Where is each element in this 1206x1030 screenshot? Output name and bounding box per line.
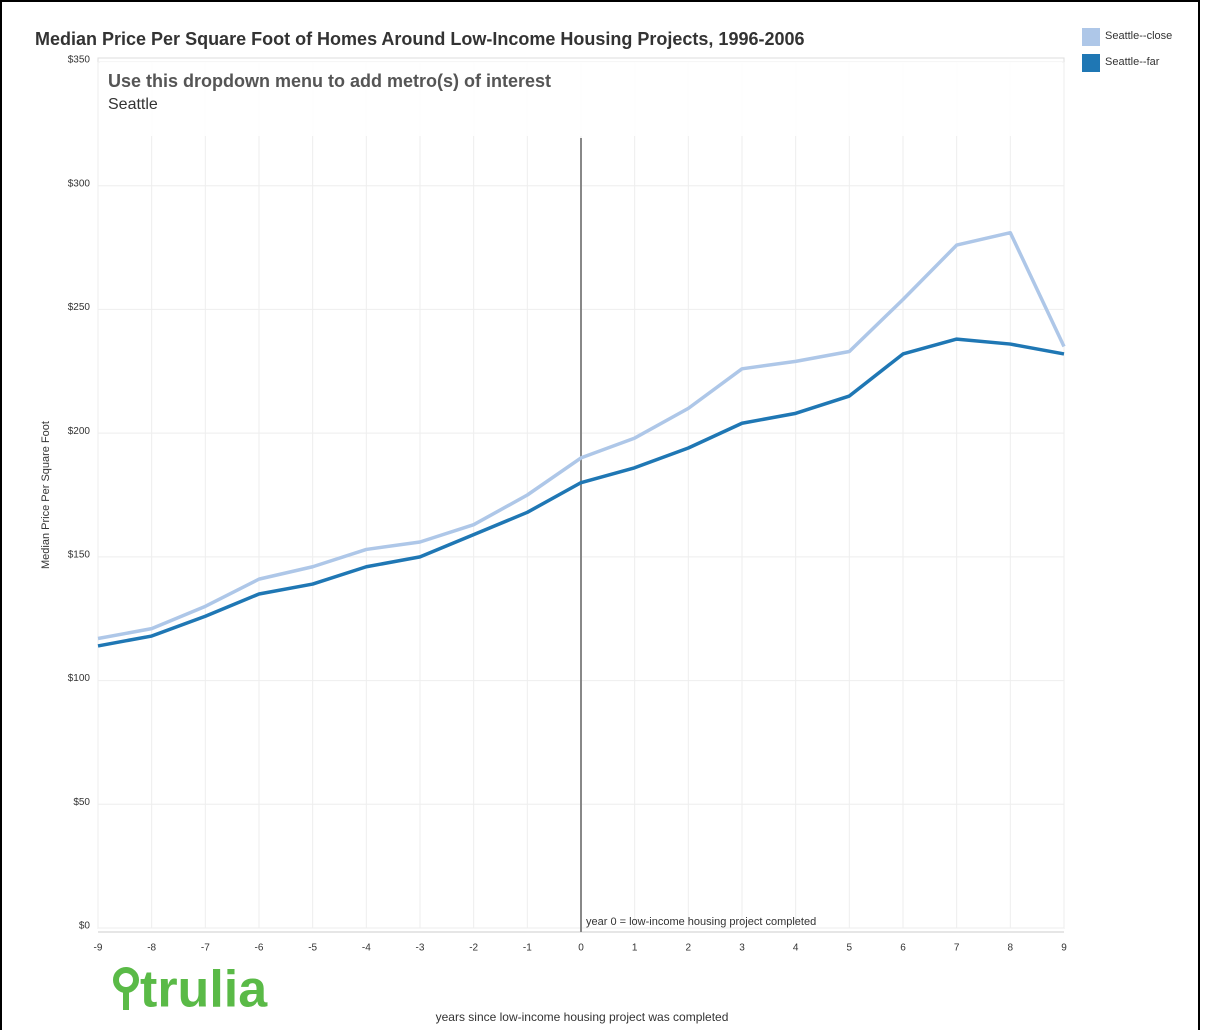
x-tick-label: -9 [94,943,103,954]
y-tick-label: $150 [68,549,91,560]
legend-label: Seattle--close [1105,30,1172,42]
annotation: year 0 = low-income housing project comp… [586,916,816,928]
x-tick-label: -5 [308,943,317,954]
x-tick-label: 0 [578,943,584,954]
x-tick-label: 8 [1008,943,1014,954]
x-tick-label: -3 [416,943,425,954]
y-axis-label: Median Price Per Square Foot [40,421,52,569]
dropdown-prompt: Use this dropdown menu to add metro(s) o… [108,71,551,91]
x-tick-label: 7 [954,943,960,954]
logo: trulia [140,961,268,1019]
x-tick-label: -1 [523,943,532,954]
x-tick-label: -7 [201,943,210,954]
y-tick-label: $200 [68,426,91,437]
legend-label: Seattle--far [1105,56,1160,68]
x-tick-label: -6 [255,943,264,954]
x-tick-label: -2 [469,943,478,954]
x-tick-label: -4 [362,943,371,954]
logo-pin [113,967,139,1010]
dropdown-value[interactable]: Seattle [108,96,158,113]
y-tick-label: $300 [68,178,91,189]
x-tick-label: 9 [1061,943,1067,954]
y-tick-label: $0 [79,921,91,932]
series-line [97,337,1065,648]
legend-swatch [1082,28,1100,46]
x-tick-label: 3 [739,943,745,954]
x-tick-label: 6 [900,943,906,954]
series-line [97,230,1066,641]
y-tick-label: $100 [68,673,91,684]
x-tick-label: 5 [847,943,853,954]
legend-swatch [1082,54,1100,72]
x-axis-label: years since low-income housing project w… [436,1010,729,1024]
y-tick-label: $50 [73,797,90,808]
y-tick-label: $250 [68,302,91,313]
x-tick-label: 4 [793,943,799,954]
y-tick-label: $350 [68,55,91,66]
dropdown-box[interactable] [100,62,1062,136]
x-tick-label: 2 [686,943,692,954]
chart-title: Median Price Per Square Foot of Homes Ar… [35,29,805,49]
x-tick-label: 1 [632,943,638,954]
x-tick-label: -8 [147,943,156,954]
